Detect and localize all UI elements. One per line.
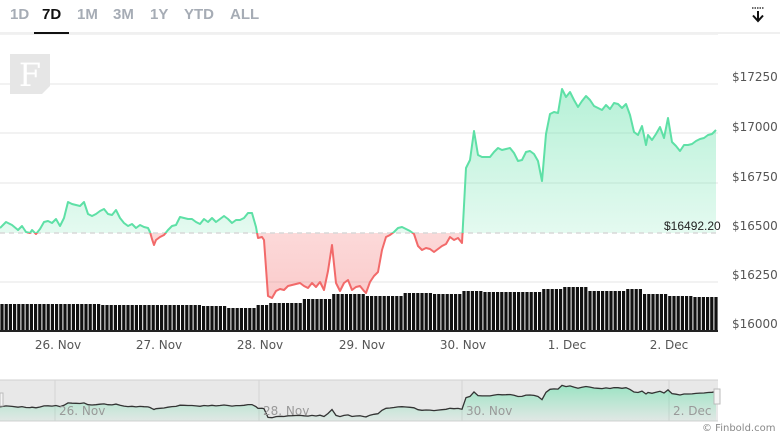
tab-3m[interactable]: 3M [113, 6, 134, 23]
x-tick-label: 1. Dec [547, 338, 587, 352]
area-fills [0, 89, 716, 298]
navigator-label: 2. Dec [673, 404, 712, 418]
price-line [0, 88, 717, 299]
baseline-price-label: $16492.20 [664, 219, 721, 233]
tab-1d[interactable]: 1D [10, 6, 30, 23]
navigator-handle-left[interactable] [0, 392, 4, 407]
y-tick-label: $16250 [732, 268, 778, 282]
range-tabs: 1D 7D 1M 3M 1Y YTD ALL [0, 0, 780, 34]
y-tick-label: $16750 [732, 170, 778, 184]
y-tick-label: $17250 [732, 70, 778, 84]
y-tick-label: $16000 [732, 317, 778, 331]
y-tick-label: $17000 [732, 120, 778, 134]
download-arrow-icon[interactable] [750, 6, 766, 24]
x-tick-label: 30. Nov [439, 338, 487, 352]
volume-bars [0, 287, 718, 331]
navigator-label: 26. Nov [59, 404, 106, 418]
x-tick-label: 27. Nov [135, 338, 183, 352]
navigator-label: 28. Nov [263, 404, 310, 418]
price-chart[interactable] [0, 34, 780, 439]
tab-all[interactable]: ALL [230, 6, 260, 23]
x-tick-label: 2. Dec [649, 338, 689, 352]
x-tick-label: 26. Nov [34, 338, 82, 352]
navigator-handle-right[interactable] [713, 388, 721, 405]
tab-1m[interactable]: 1M [77, 6, 98, 23]
svg-text:F: F [19, 56, 41, 94]
tab-1y[interactable]: 1Y [150, 6, 169, 23]
tab-ytd[interactable]: YTD [184, 6, 214, 23]
tab-7d[interactable]: 7D [33, 6, 70, 34]
copyright-credit: © Finbold.com [702, 423, 776, 434]
navigator-label: 30. Nov [466, 404, 513, 418]
finbold-logo: F [10, 54, 50, 94]
navigator[interactable] [0, 379, 721, 422]
y-tick-label: $16500 [732, 219, 778, 233]
x-tick-label: 29. Nov [338, 338, 386, 352]
x-tick-label: 28. Nov [236, 338, 284, 352]
